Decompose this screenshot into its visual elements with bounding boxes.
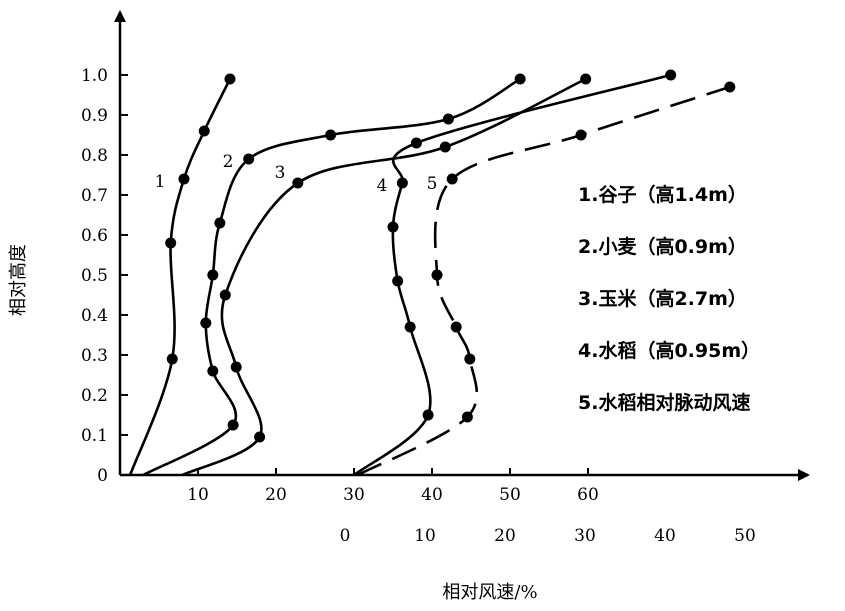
data-point [724,81,736,93]
y-tick-label: 0.7 [81,186,108,206]
data-point [292,177,304,189]
data-point [224,73,236,85]
series-line [181,77,587,477]
x-tick-label: 40 [421,485,443,505]
series-2: 2 [142,73,526,477]
data-point [214,217,226,229]
x-tick-label: 50 [499,485,521,505]
data-point [178,173,190,185]
data-point [422,409,434,421]
data-point [219,289,231,301]
legend-entry: 5.水稻相对脉动风速 [578,391,750,414]
x2-tick-label: 50 [734,526,756,546]
x-tick-label: 10 [187,485,209,505]
x-tick-label: 60 [577,485,599,505]
y-tick-label: 0.8 [81,146,108,166]
x2-tick-label: 10 [414,526,436,546]
data-point [410,137,422,149]
data-point [464,353,476,365]
y-tick-label: 0.4 [81,306,108,326]
data-point [575,129,587,141]
data-point [392,275,404,287]
data-point [580,73,592,85]
y-tick-label: 0 [97,466,108,486]
data-point [200,317,212,329]
data-point [325,129,337,141]
y-tick-label: 0.9 [81,106,108,126]
data-point [665,69,677,81]
series-curve-label: 2 [223,152,234,172]
data-point [227,419,239,431]
data-point [442,113,454,125]
data-point [404,321,416,333]
data-point [450,321,462,333]
data-point [439,141,451,153]
series-1: 1 [128,73,236,476]
series-curve-label: 3 [275,163,286,183]
data-point [198,125,210,137]
legend-entry: 1.谷子（高1.4m） [578,183,747,206]
series-curve-label: 4 [377,176,388,196]
series-line [353,73,672,477]
data-point [387,221,399,233]
series-curve-label: 5 [427,174,438,194]
x-tick-label: 20 [265,485,287,505]
data-point [243,153,255,165]
y-axis-label: 相对高度 [8,244,29,316]
y-tick-label: 0.6 [81,226,108,246]
data-point [514,73,526,85]
x2-tick-label: 40 [654,526,676,546]
y-tick-label: 0.5 [81,266,108,286]
legend-entry: 3.玉米（高2.7m） [578,287,747,310]
legend-entry: 2.小麦（高0.9m） [578,235,747,258]
x2-tick-label: 20 [494,526,516,546]
data-point [461,411,473,423]
series-3: 3 [181,73,592,477]
data-point [431,269,443,281]
data-point [207,365,219,377]
legend-entry: 4.水稻（高0.95m） [578,339,760,362]
y-tick-label: 0.3 [81,346,108,366]
y-tick-label: 1.0 [81,66,108,86]
data-point [446,173,458,185]
series-5: 5 [357,81,736,477]
data-point [396,177,408,189]
data-point [166,353,178,365]
series-4: 4 [353,69,677,477]
x2-tick-label: 0 [340,526,351,546]
data-point [165,237,177,249]
data-point [230,361,242,373]
data-point [254,431,266,443]
x-axis-label: 相对风速/% [442,582,537,603]
x-tick-label: 30 [343,485,365,505]
data-point [207,269,219,281]
series-curve-label: 1 [155,172,166,192]
y-tick-label: 0.2 [81,386,108,406]
series-line [142,77,521,477]
x2-tick-label: 30 [574,526,596,546]
y-tick-label: 0.1 [81,426,108,446]
